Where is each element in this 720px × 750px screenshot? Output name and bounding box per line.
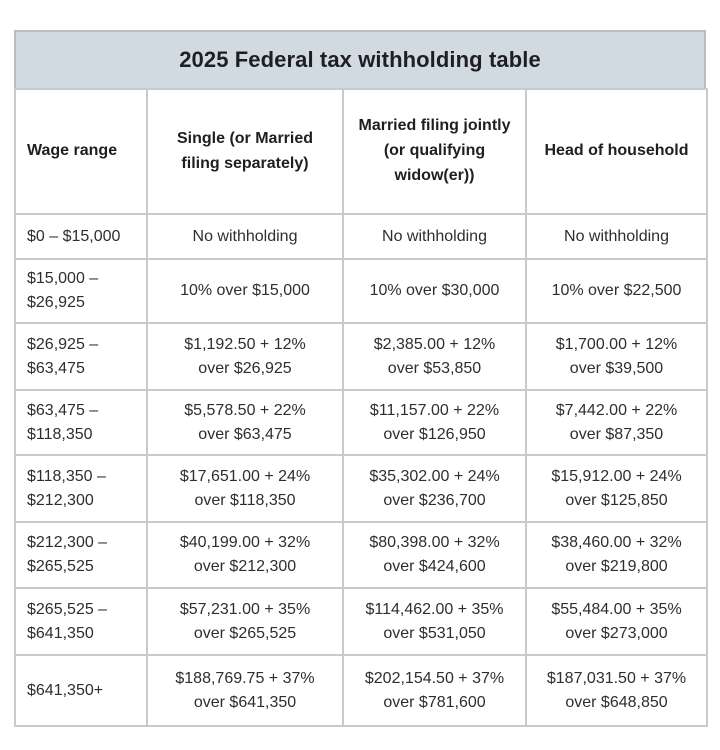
wage-range-cell: $118,350 – $212,300 (14, 454, 148, 523)
wage-range-cell: $641,350+ (14, 654, 148, 727)
head-of-household-cell: $15,912.00 + 24% over $125,850 (525, 454, 708, 523)
head-of-household-cell: 10% over $22,500 (525, 258, 708, 324)
table-row: $63,475 – $118,350 $5,578.50 + 22% over … (14, 389, 708, 456)
married-jointly-cell: $35,302.00 + 24% over $236,700 (342, 454, 527, 523)
married-jointly-cell: $114,462.00 + 35% over $531,050 (342, 587, 527, 656)
single-cell: $17,651.00 + 24% over $118,350 (146, 454, 344, 523)
table-row: $265,525 – $641,350 $57,231.00 + 35% ove… (14, 587, 708, 656)
header-row: Wage range Single (or Married filing sep… (14, 88, 708, 215)
single-cell: $40,199.00 + 32% over $212,300 (146, 521, 344, 589)
wage-range-cell: $265,525 – $641,350 (14, 587, 148, 656)
single-cell: $1,192.50 + 12% over $26,925 (146, 322, 344, 391)
table-row: $15,000 – $26,925 10% over $15,000 10% o… (14, 258, 708, 324)
single-cell: $5,578.50 + 22% over $63,475 (146, 389, 344, 456)
head-of-household-cell: $7,442.00 + 22% over $87,350 (525, 389, 708, 456)
wage-range-cell: $212,300 – $265,525 (14, 521, 148, 589)
header-wage-range: Wage range (14, 88, 148, 215)
table-row: $118,350 – $212,300 $17,651.00 + 24% ove… (14, 454, 708, 523)
married-jointly-cell: $11,157.00 + 22% over $126,950 (342, 389, 527, 456)
table-row: $26,925 – $63,475 $1,192.50 + 12% over $… (14, 322, 708, 391)
head-of-household-cell: $187,031.50 + 37% over $648,850 (525, 654, 708, 727)
head-of-household-cell: $38,460.00 + 32% over $219,800 (525, 521, 708, 589)
single-cell: 10% over $15,000 (146, 258, 344, 324)
single-cell: $57,231.00 + 35% over $265,525 (146, 587, 344, 656)
wage-range-cell: $0 – $15,000 (14, 213, 148, 260)
federal-tax-withholding-table-card: 2025 Federal tax withholding table Wage … (14, 30, 708, 727)
header-married-jointly: Married filing jointly (or qualifying wi… (342, 88, 527, 215)
married-jointly-cell: 10% over $30,000 (342, 258, 527, 324)
head-of-household-cell: No withholding (525, 213, 708, 260)
tax-withholding-table: Wage range Single (or Married filing sep… (14, 88, 708, 727)
married-jointly-cell: No withholding (342, 213, 527, 260)
single-cell: $188,769.75 + 37% over $641,350 (146, 654, 344, 727)
table-row: $641,350+ $188,769.75 + 37% over $641,35… (14, 654, 708, 727)
married-jointly-cell: $80,398.00 + 32% over $424,600 (342, 521, 527, 589)
header-single: Single (or Married filing separately) (146, 88, 344, 215)
single-cell: No withholding (146, 213, 344, 260)
header-head-of-household: Head of household (525, 88, 708, 215)
married-jointly-cell: $2,385.00 + 12% over $53,850 (342, 322, 527, 391)
head-of-household-cell: $55,484.00 + 35% over $273,000 (525, 587, 708, 656)
wage-range-cell: $63,475 – $118,350 (14, 389, 148, 456)
wage-range-cell: $26,925 – $63,475 (14, 322, 148, 391)
table-row: $212,300 – $265,525 $40,199.00 + 32% ove… (14, 521, 708, 589)
head-of-household-cell: $1,700.00 + 12% over $39,500 (525, 322, 708, 391)
table-row: $0 – $15,000 No withholding No withholdi… (14, 213, 708, 260)
wage-range-cell: $15,000 – $26,925 (14, 258, 148, 324)
married-jointly-cell: $202,154.50 + 37% over $781,600 (342, 654, 527, 727)
table-title: 2025 Federal tax withholding table (14, 30, 706, 88)
